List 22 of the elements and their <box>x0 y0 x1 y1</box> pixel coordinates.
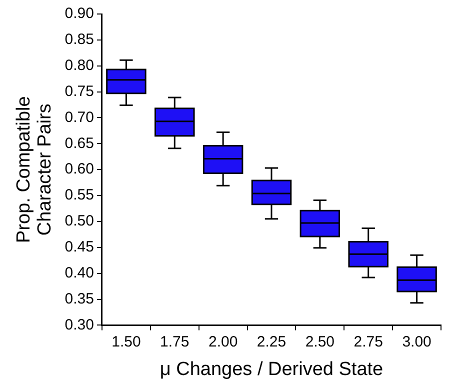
y-tick-label: 0.80 <box>64 57 94 74</box>
x-tick-label: 1.75 <box>160 333 190 350</box>
x-tick-label: 2.50 <box>305 333 335 350</box>
y-tick-label: 0.35 <box>64 290 94 308</box>
x-tick-label: 1.50 <box>112 333 141 350</box>
y-tick-label: 0.30 <box>64 316 94 334</box>
y-axis-title: Prop. Compatible Character Pairs <box>14 96 56 243</box>
y-tick-label: 0.50 <box>64 212 94 230</box>
x-tick-label: 2.00 <box>208 333 238 350</box>
y-tick-label: 0.60 <box>64 160 94 178</box>
x-axis-title: μ Changes / Derived State <box>160 358 384 380</box>
x-tick-label: 2.75 <box>354 333 383 350</box>
y-tick-label: 0.40 <box>64 264 94 282</box>
y-tick-label: 0.85 <box>64 31 94 48</box>
y-tick-label: 0.65 <box>64 134 94 152</box>
y-tick-label: 0.70 <box>64 108 94 126</box>
x-tick-label: 3.00 <box>402 333 432 350</box>
y-tick-label: 0.75 <box>64 82 94 100</box>
x-tick-label: 2.25 <box>256 333 286 350</box>
y-tick-label: 0.90 <box>64 5 94 22</box>
y-tick-label: 0.55 <box>64 186 94 204</box>
y-tick-label: 0.45 <box>64 238 94 256</box>
